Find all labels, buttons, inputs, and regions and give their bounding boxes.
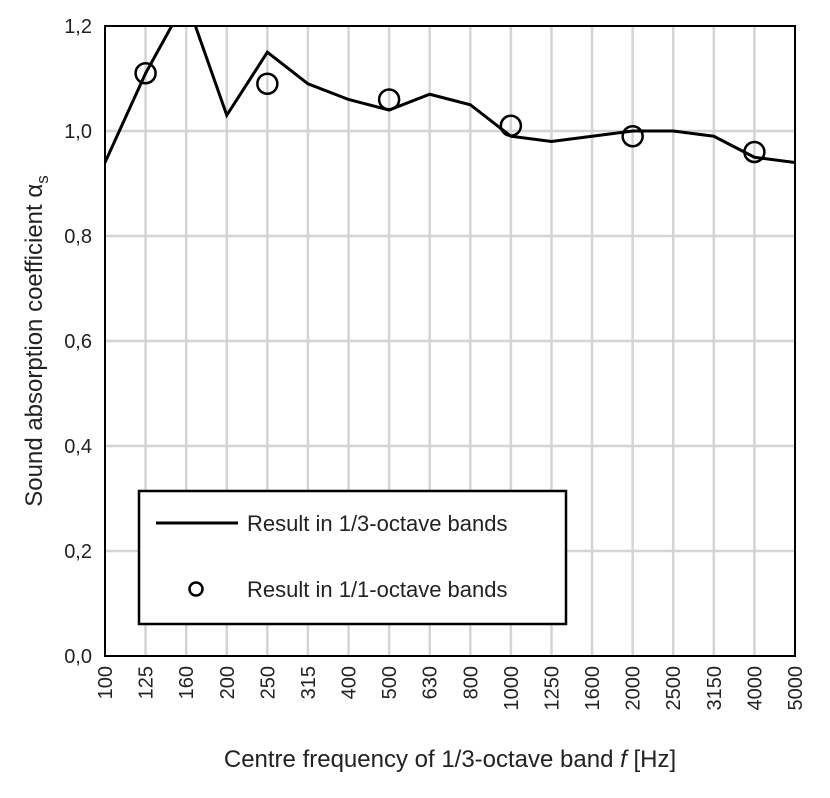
- x-tick-label: 100: [95, 666, 117, 699]
- x-tick-label: 4000: [744, 666, 766, 711]
- x-tick-label: 500: [379, 666, 401, 699]
- octave-band-marker: [621, 125, 644, 148]
- x-tick-label: 800: [460, 666, 482, 699]
- legend: Result in 1/3-octave bands Result in 1/1…: [137, 489, 568, 626]
- x-tick-label: 1600: [582, 666, 604, 711]
- x-axis-title-italic: f: [620, 746, 629, 773]
- octave-band-marker: [499, 114, 523, 137]
- legend-label-octave: Result in 1/1-octave bands: [247, 577, 508, 602]
- y-tick-label: 0,6: [64, 331, 92, 353]
- octave-band-marker: [134, 62, 157, 85]
- plot-frame: [104, 25, 796, 657]
- x-tick-label: 1250: [541, 666, 563, 711]
- x-axis-title-unit: [Hz]: [627, 746, 676, 773]
- x-axis-title: Centre frequency of 1/3-octave band f [H…: [224, 746, 676, 773]
- x-tick-label: 315: [298, 666, 320, 699]
- x-tick-label: 3150: [704, 666, 726, 711]
- x-axis-ticks: 100 125 160 200 250 315 400 500 630 800 1000 1250 16…: [95, 666, 807, 711]
- x-axis-title-main: Centre frequency of 1/3-octave band: [224, 746, 620, 773]
- y-tick-label: 0,0: [64, 646, 92, 668]
- series-line-third-octave: [105, 26, 795, 164]
- legend-marker-swatch: [188, 581, 204, 597]
- legend-label-third-octave: Result in 1/3-octave bands: [247, 511, 508, 536]
- y-axis-ticks: 0,0 0,2 0,4 0,6 0,8 1,0 1,2: [64, 16, 92, 668]
- y-tick-label: 1,2: [64, 16, 92, 38]
- octave-band-marker: [256, 72, 279, 95]
- y-tick-label: 0,4: [64, 436, 92, 458]
- octave-band-marker: [743, 140, 766, 164]
- y-axis-title-main: Sound absorption coefficient α: [21, 184, 48, 507]
- y-tick-label: 1,0: [64, 121, 92, 143]
- x-tick-label: 125: [136, 666, 158, 699]
- x-tick-label: 200: [217, 666, 239, 699]
- y-axis-title: Sound absorption coefficient αs: [21, 175, 52, 506]
- x-tick-label: 1000: [501, 666, 523, 711]
- x-tick-label: 250: [257, 666, 279, 699]
- legend-box: [137, 489, 568, 626]
- x-tick-label: 160: [176, 666, 198, 699]
- x-tick-label: 2000: [623, 666, 645, 711]
- y-axis-title-subscript: s: [33, 175, 52, 184]
- x-tick-label: 400: [339, 666, 361, 699]
- x-tick-label: 2500: [663, 666, 685, 711]
- x-tick-label: 5000: [785, 666, 807, 711]
- x-tick-label: 630: [420, 666, 442, 699]
- y-tick-label: 0,2: [64, 541, 92, 563]
- octave-band-marker: [377, 88, 401, 111]
- y-tick-label: 0,8: [64, 226, 92, 248]
- data-layer: [105, 26, 795, 164]
